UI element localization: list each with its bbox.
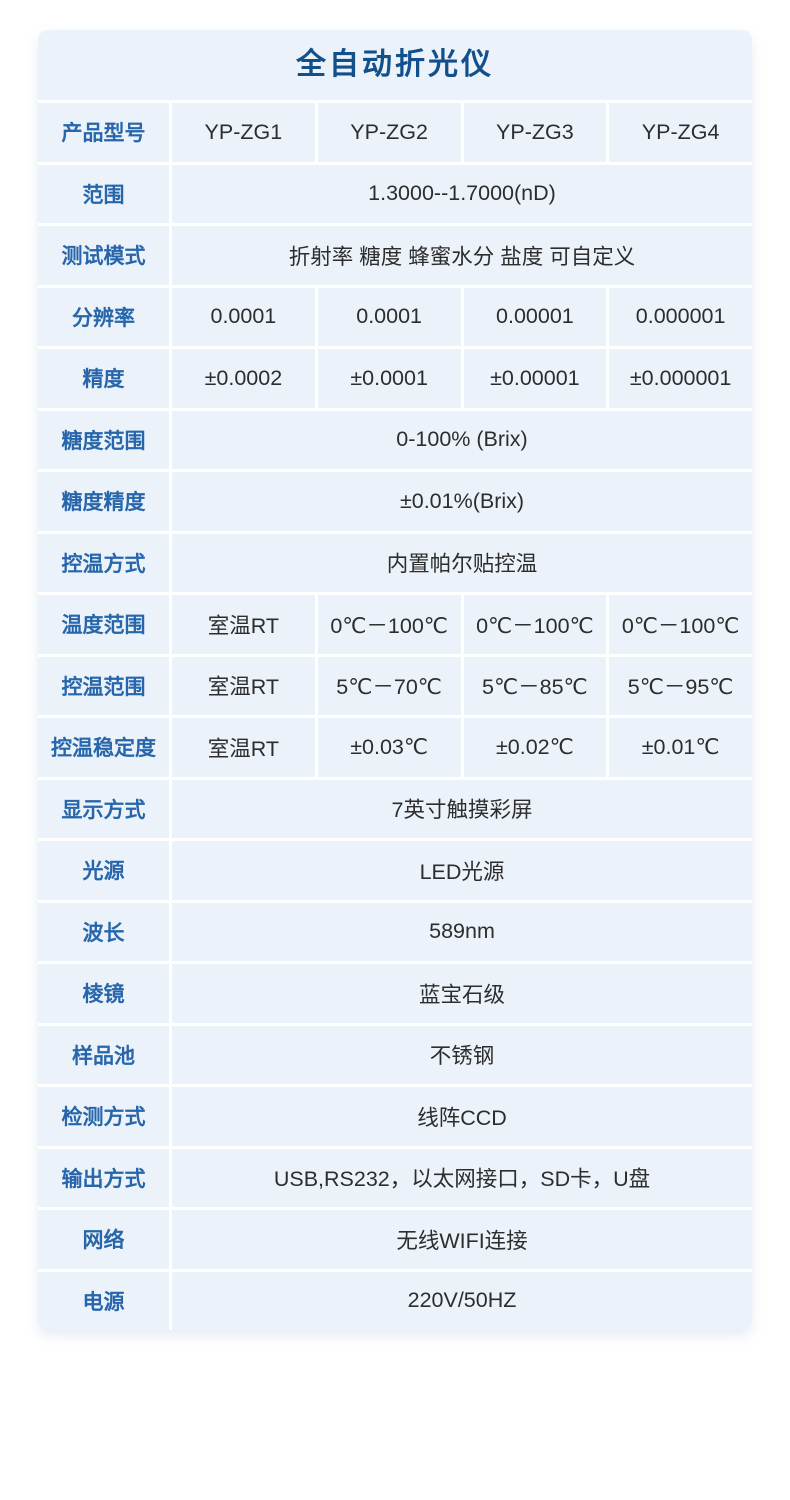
spec-value-cell-merged: 0-100% (Brix) <box>172 410 752 469</box>
product-title: 全自动折光仪 <box>38 30 752 100</box>
spec-row-label: 控温方式 <box>38 533 169 592</box>
spec-value-cell: ±0.0002 <box>172 349 315 408</box>
spec-value-cell: ±0.00001 <box>463 349 607 408</box>
spec-value-cell: YP-ZG4 <box>609 103 752 162</box>
spec-value-cell-merged: LED光源 <box>172 841 752 900</box>
spec-value-cell: 室温RT <box>172 718 315 777</box>
spec-table-card: 全自动折光仪 产品型号 YP-ZG1 YP-ZG2 YP-ZG3 YP-ZG4 范围 1.3… <box>38 30 752 1330</box>
spec-value-cell: YP-ZG1 <box>172 103 315 162</box>
spec-row-label: 范围 <box>38 164 169 223</box>
spec-row-label: 显示方式 <box>38 779 169 838</box>
spec-value-cell-merged: 589nm <box>172 902 752 961</box>
spec-row-label: 波长 <box>38 902 169 961</box>
spec-value-cell-merged: 1.3000--1.7000(nD) <box>172 164 752 223</box>
spec-value-cell-merged: ±0.01%(Brix) <box>172 472 752 531</box>
spec-value-cell-merged: 线阵CCD <box>172 1087 752 1146</box>
spec-value-cell-merged: 无线WIFI连接 <box>172 1210 752 1269</box>
spec-value-cell: YP-ZG2 <box>317 103 461 162</box>
spec-value-cell: ±0.02℃ <box>463 718 607 777</box>
spec-value-cell: 0℃－100℃ <box>463 595 607 654</box>
spec-row-label: 温度范围 <box>38 595 169 654</box>
spec-value-cell-merged: 内置帕尔贴控温 <box>172 533 752 592</box>
spec-row-label: 检测方式 <box>38 1087 169 1146</box>
spec-value-cell-merged: 7英寸触摸彩屏 <box>172 779 752 838</box>
spec-row-label: 光源 <box>38 841 169 900</box>
spec-row-label: 精度 <box>38 349 169 408</box>
spec-value-cell-merged: 折射率 糖度 蜂蜜水分 盐度 可自定义 <box>172 226 752 285</box>
spec-value-cell-merged: 蓝宝石级 <box>172 964 752 1023</box>
spec-value-cell: ±0.01℃ <box>609 718 752 777</box>
spec-value-cell: 5℃－95℃ <box>609 656 752 715</box>
spec-value-cell: 室温RT <box>172 595 315 654</box>
spec-grid: 产品型号 YP-ZG1 YP-ZG2 YP-ZG3 YP-ZG4 范围 1.3000--1.… <box>38 103 752 1330</box>
spec-value-cell: 0℃－100℃ <box>609 595 752 654</box>
spec-value-cell: 5℃－70℃ <box>317 656 461 715</box>
spec-row-label: 棱镜 <box>38 964 169 1023</box>
spec-row-label: 样品池 <box>38 1025 169 1084</box>
spec-value-cell-merged: USB,RS232，以太网接口，SD卡，U盘 <box>172 1148 752 1207</box>
spec-value-cell: 0℃－100℃ <box>317 595 461 654</box>
spec-row-label: 输出方式 <box>38 1148 169 1207</box>
spec-value-cell-merged: 不锈钢 <box>172 1025 752 1084</box>
spec-value-cell: 0.000001 <box>609 287 752 346</box>
spec-row-label: 电源 <box>38 1271 169 1330</box>
spec-value-cell: 室温RT <box>172 656 315 715</box>
spec-row-label: 糖度精度 <box>38 472 169 531</box>
spec-value-cell: 0.0001 <box>317 287 461 346</box>
spec-value-cell: ±0.0001 <box>317 349 461 408</box>
spec-value-cell: YP-ZG3 <box>463 103 607 162</box>
spec-value-cell-merged: 220V/50HZ <box>172 1271 752 1330</box>
spec-value-cell: 0.0001 <box>172 287 315 346</box>
spec-row-label: 测试模式 <box>38 226 169 285</box>
spec-value-cell: 0.00001 <box>463 287 607 346</box>
spec-value-cell: ±0.03℃ <box>317 718 461 777</box>
spec-value-cell: 5℃－85℃ <box>463 656 607 715</box>
spec-value-cell: ±0.000001 <box>609 349 752 408</box>
spec-row-label: 控温范围 <box>38 656 169 715</box>
spec-row-label: 产品型号 <box>38 103 169 162</box>
spec-row-label: 控温稳定度 <box>38 718 169 777</box>
spec-row-label: 分辨率 <box>38 287 169 346</box>
spec-row-label: 网络 <box>38 1210 169 1269</box>
spec-row-label: 糖度范围 <box>38 410 169 469</box>
